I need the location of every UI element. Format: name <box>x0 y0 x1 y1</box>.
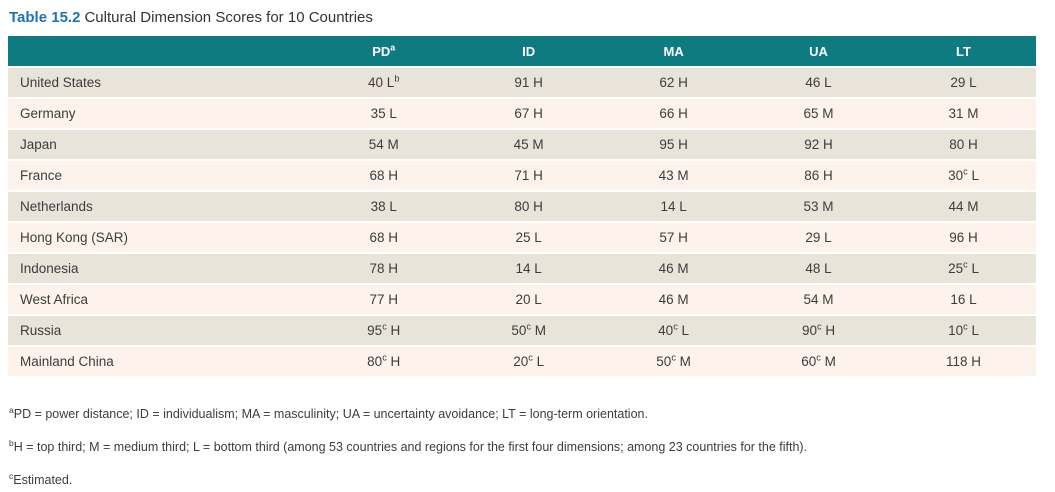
score-cell: 90c H <box>746 316 892 347</box>
score-cell: 40 Lb <box>311 68 457 99</box>
score-cell: 38 L <box>311 192 457 223</box>
score-cell: 25 L <box>456 223 602 254</box>
score-cell: 50c M <box>456 316 602 347</box>
footnote-c: cEstimated. <box>9 470 73 487</box>
score-cell: 14 L <box>456 254 602 285</box>
score-cell: 46 M <box>601 254 747 285</box>
country-cell: Hong Kong (SAR) <box>8 223 312 254</box>
score-cell: 30c L <box>891 161 1036 192</box>
score-cell: 44 M <box>891 192 1036 223</box>
country-cell: Japan <box>8 130 312 161</box>
table-row: Germany 35 L 67 H 66 H 65 M 31 M <box>8 99 1036 130</box>
score-cell: 50c M <box>601 347 747 378</box>
table-row: Netherlands 38 L 80 H 14 L 53 M 44 M <box>8 192 1036 223</box>
score-cell: 10c L <box>891 316 1036 347</box>
score-cell: 80c H <box>311 347 457 378</box>
table-row: West Africa 77 H 20 L 46 M 54 M 16 L <box>8 285 1036 316</box>
table-row: Hong Kong (SAR) 68 H 25 L 57 H 29 L 96 H <box>8 223 1036 254</box>
table-title: Cultural Dimension Scores for 10 Countri… <box>84 9 373 26</box>
score-cell: 78 H <box>311 254 457 285</box>
score-cell: 95c H <box>311 316 457 347</box>
table-row: United States 40 Lb 91 H 62 H 46 L 29 L <box>8 68 1036 99</box>
country-cell: Indonesia <box>8 254 312 285</box>
score-cell: 96 H <box>891 223 1036 254</box>
score-cell: 46 L <box>746 68 892 99</box>
country-cell: Netherlands <box>8 192 312 223</box>
header-cell-id: ID <box>456 36 602 68</box>
score-cell: 68 H <box>311 161 457 192</box>
score-cell: 71 H <box>456 161 602 192</box>
score-cell: 68 H <box>311 223 457 254</box>
score-cell: 77 H <box>311 285 457 316</box>
score-cell: 14 L <box>601 192 747 223</box>
score-cell: 53 M <box>746 192 892 223</box>
score-cell: 67 H <box>456 99 602 130</box>
score-cell: 80 H <box>891 130 1036 161</box>
score-cell: 118 H <box>891 347 1036 378</box>
header-cell-ua: UA <box>746 36 892 68</box>
header-row: PDa ID MA UA LT <box>8 36 1036 68</box>
score-cell: 95 H <box>601 130 747 161</box>
country-cell: West Africa <box>8 285 312 316</box>
table-row: Japan 54 M 45 M 95 H 92 H 80 H <box>8 130 1036 161</box>
score-cell: 65 M <box>746 99 892 130</box>
header-cell-country <box>8 36 312 68</box>
score-cell: 29 L <box>891 68 1036 99</box>
score-cell: 40c L <box>601 316 747 347</box>
table-row: Indonesia 78 H 14 L 46 M 48 L 25c L <box>8 254 1036 285</box>
score-cell: 29 L <box>746 223 892 254</box>
score-cell: 20 L <box>456 285 602 316</box>
table-number: Table 15.2 <box>9 9 81 26</box>
score-cell: 80 H <box>456 192 602 223</box>
country-cell: Russia <box>8 316 312 347</box>
country-cell: Mainland China <box>8 347 312 378</box>
country-cell: Germany <box>8 99 312 130</box>
country-cell: United States <box>8 68 312 99</box>
table-body: United States 40 Lb 91 H 62 H 46 L 29 L German… <box>8 68 1036 378</box>
score-cell: 92 H <box>746 130 892 161</box>
score-cell: 16 L <box>891 285 1036 316</box>
table-row: Russia 95c H 50c M 40c L 90c H 10c L <box>8 316 1036 347</box>
score-cell: 43 M <box>601 161 747 192</box>
header-cell-pd: PDa <box>311 36 457 68</box>
score-cell: 62 H <box>601 68 747 99</box>
score-cell: 54 M <box>311 130 457 161</box>
header-cell-ma: MA <box>601 36 747 68</box>
score-cell: 35 L <box>311 99 457 130</box>
country-cell: France <box>8 161 312 192</box>
score-cell: 66 H <box>601 99 747 130</box>
score-cell: 54 M <box>746 285 892 316</box>
score-cell: 46 M <box>601 285 747 316</box>
score-cell: 20c L <box>456 347 602 378</box>
footnotes: aPD = power distance; ID = individualism… <box>9 404 1047 487</box>
table-row: France 68 H 71 H 43 M 86 H 30c L <box>8 161 1036 192</box>
header-cell-lt: LT <box>891 36 1036 68</box>
table-caption: Table 15.2 Cultural Dimension Scores for … <box>9 7 1047 29</box>
score-cell: 60c M <box>746 347 892 378</box>
score-cell: 91 H <box>456 68 602 99</box>
table-row: Mainland China 80c H 20c L 50c M 60c M 118 H <box>8 347 1036 378</box>
score-cell: 48 L <box>746 254 892 285</box>
score-cell: 31 M <box>891 99 1036 130</box>
cultural-dimensions-table: PDa ID MA UA LT United States 40 Lb 91 H 62 H 46… <box>8 36 1036 378</box>
score-cell: 25c L <box>891 254 1036 285</box>
score-cell: 45 M <box>456 130 602 161</box>
footnote-b: bH = top third; M = medium third; L = bo… <box>9 437 808 454</box>
score-cell: 57 H <box>601 223 747 254</box>
score-cell: 86 H <box>746 161 892 192</box>
footnote-a: aPD = power distance; ID = individualism… <box>9 404 648 421</box>
